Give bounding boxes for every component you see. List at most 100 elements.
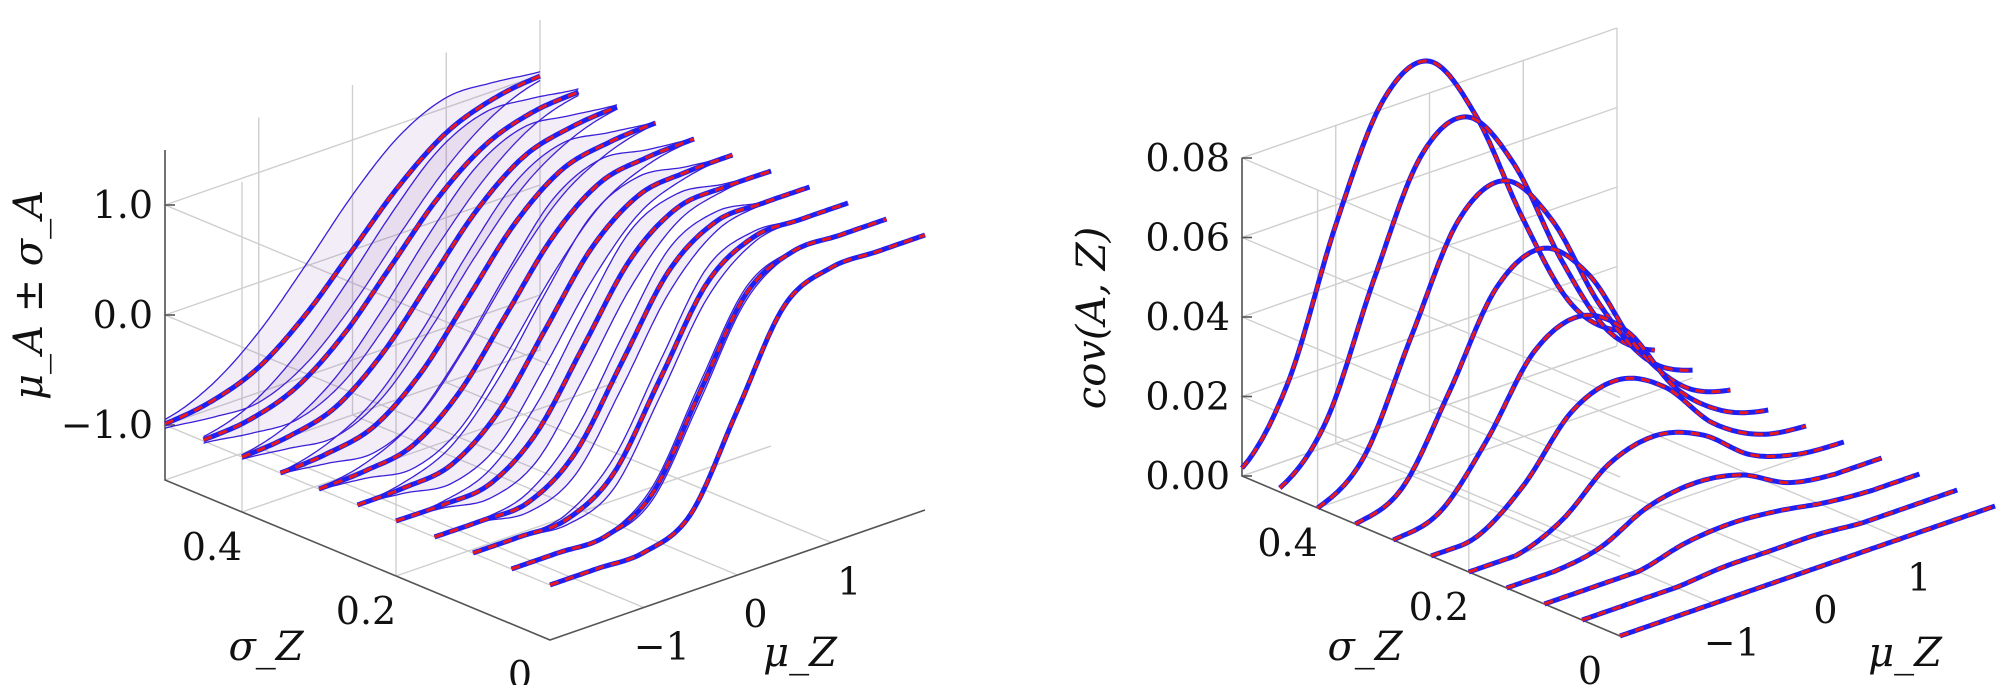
series-sigma-z-0-50: [1240, 58, 1618, 470]
right-zlabel: cov(A, Z): [1069, 227, 1115, 409]
sigma-tick-label: 0: [508, 653, 532, 685]
right-curves: [1240, 58, 1996, 639]
series-sigma-z-0-15: [1505, 455, 1883, 591]
series-sigma-z-0-50: [164, 71, 541, 429]
sigma-tick-label: 0.2: [336, 589, 396, 633]
band-upper: [395, 170, 772, 522]
series-sigma-z-0-35: [279, 120, 657, 476]
mean-line-red: [510, 217, 888, 571]
series-sigma-z-0-20: [395, 168, 772, 524]
band-lower: [395, 170, 772, 522]
mean-line-red: [164, 74, 541, 426]
cov-line-blue: [1392, 312, 1769, 543]
panel-cov: 0.08 0.06 0.04 0.02 0.00 0.4 0.2 0 −1 0 1 cov(A, Z…: [1069, 27, 1996, 685]
left-curves: [164, 71, 926, 588]
mean-line-red: [279, 121, 657, 475]
gridline-mu-floor: [1429, 410, 1808, 572]
mean-line-red: [433, 185, 811, 539]
band-upper: [357, 154, 733, 506]
series-sigma-z-0-00: [549, 232, 926, 588]
band-upper: [203, 88, 579, 438]
gridline-mu-floor: [1522, 377, 1902, 540]
series-sigma-z-0-30: [318, 136, 695, 492]
band-lower: [357, 154, 733, 506]
band-upper: [241, 104, 618, 456]
gridline-mu-floor: [445, 381, 832, 544]
band-lower: [434, 186, 810, 538]
mean-line-red: [202, 90, 580, 442]
cov-line-red: [1619, 504, 1996, 638]
band-lower: [203, 94, 579, 444]
band-upper: [434, 186, 810, 538]
mean-line-red: [318, 137, 695, 491]
series-sigma-z-0-25: [356, 152, 734, 508]
panel-mean-std: 1.0 0.0 −1.0 0.4 0.2 0 −1 0 1 μ_A ± σ_A σ_Z μ_Z: [6, 20, 926, 685]
sigma-tick-label: 0.4: [1257, 521, 1317, 565]
band-lower: [280, 123, 656, 475]
cov-line-red: [1430, 376, 1807, 558]
z-tick-label: −1.0: [61, 403, 153, 447]
left-labels: μ_A ± σ_A σ_Z μ_Z: [6, 190, 838, 676]
sigma-tick-label: 0.2: [1409, 585, 1469, 629]
series-sigma-z-0-10: [472, 200, 849, 556]
mu-tick-label: 0: [743, 592, 767, 636]
z-tick-label: 0.04: [1145, 295, 1230, 339]
series-sigma-z-0-05: [1581, 487, 1959, 623]
cov-line-red: [1581, 488, 1958, 622]
cov-line-red: [1468, 430, 1845, 574]
mu-tick-label: 1: [1907, 556, 1931, 600]
z-tick-label: 1.0: [93, 183, 153, 227]
gridline-sigma-floor: [1468, 441, 1845, 573]
cov-line-red: [1506, 456, 1883, 590]
mean-line-red: [356, 153, 734, 507]
gridline-sigma-floor: [395, 445, 772, 577]
gridline-sigma-floor: [1317, 377, 1693, 509]
left-xlabel: σ_Z: [228, 624, 304, 670]
sigma-tick-label: 0.4: [182, 525, 242, 569]
series-sigma-z-0-30: [1392, 312, 1769, 543]
cov-line-red: [1278, 115, 1655, 490]
mu-tick-label: 0: [1813, 588, 1837, 632]
band-lower: [241, 108, 618, 460]
series-sigma-z-0-10: [1543, 471, 1921, 607]
gridline-mu-floor: [1335, 442, 1715, 605]
z-tick-label: 0.02: [1145, 375, 1230, 419]
series-sigma-z-0-45: [202, 88, 580, 444]
series-sigma-z-0-15: [433, 184, 811, 540]
mean-line-red: [472, 201, 849, 555]
cov-line-red: [1543, 472, 1920, 606]
cov-line-red: [1392, 313, 1769, 542]
cov-line-red: [1316, 179, 1693, 510]
series-sigma-z-0-40: [1316, 178, 1693, 510]
band-upper: [318, 137, 695, 489]
mean-line-red: [241, 105, 618, 459]
z-tick-label: 0.00: [1145, 454, 1230, 498]
cov-line-red: [1240, 59, 1618, 470]
band-upper: [280, 121, 656, 473]
band-upper: [164, 71, 541, 421]
left-ylabel: μ_Z: [763, 630, 838, 676]
band-lower: [318, 139, 695, 491]
series-sigma-z-0-40: [241, 104, 618, 460]
mu-tick-label: −1: [634, 625, 690, 669]
mu-tick-label: 1: [837, 560, 861, 604]
series-sigma-z-0-20: [1467, 429, 1845, 575]
z-tick-label: 0.08: [1145, 136, 1230, 180]
gridline-z: [1240, 27, 1621, 319]
z-tick-label: 0.0: [93, 293, 153, 337]
series-sigma-z-0-25: [1430, 375, 1807, 559]
right-ylabel: μ_Z: [1868, 630, 1943, 676]
z-tick-label: 0.06: [1145, 216, 1230, 260]
series-sigma-z-0-05: [510, 216, 888, 572]
right-labels: cov(A, Z) σ_Z μ_Z: [1069, 227, 1943, 676]
series-sigma-z-0-45: [1278, 114, 1655, 490]
sigma-tick-label: 0: [1578, 649, 1602, 685]
mean-line-red: [395, 169, 772, 523]
mean-line-red: [549, 233, 926, 587]
right-grid: 0.08 0.06 0.04 0.02 0.00 0.4 0.2 0 −1 0 1: [1145, 27, 1996, 685]
left-zlabel: μ_A ± σ_A: [6, 190, 52, 400]
gridline-mu-floor: [258, 446, 645, 609]
mu-tick-label: −1: [1704, 621, 1760, 665]
series-sigma-z-0-00: [1619, 503, 1996, 639]
